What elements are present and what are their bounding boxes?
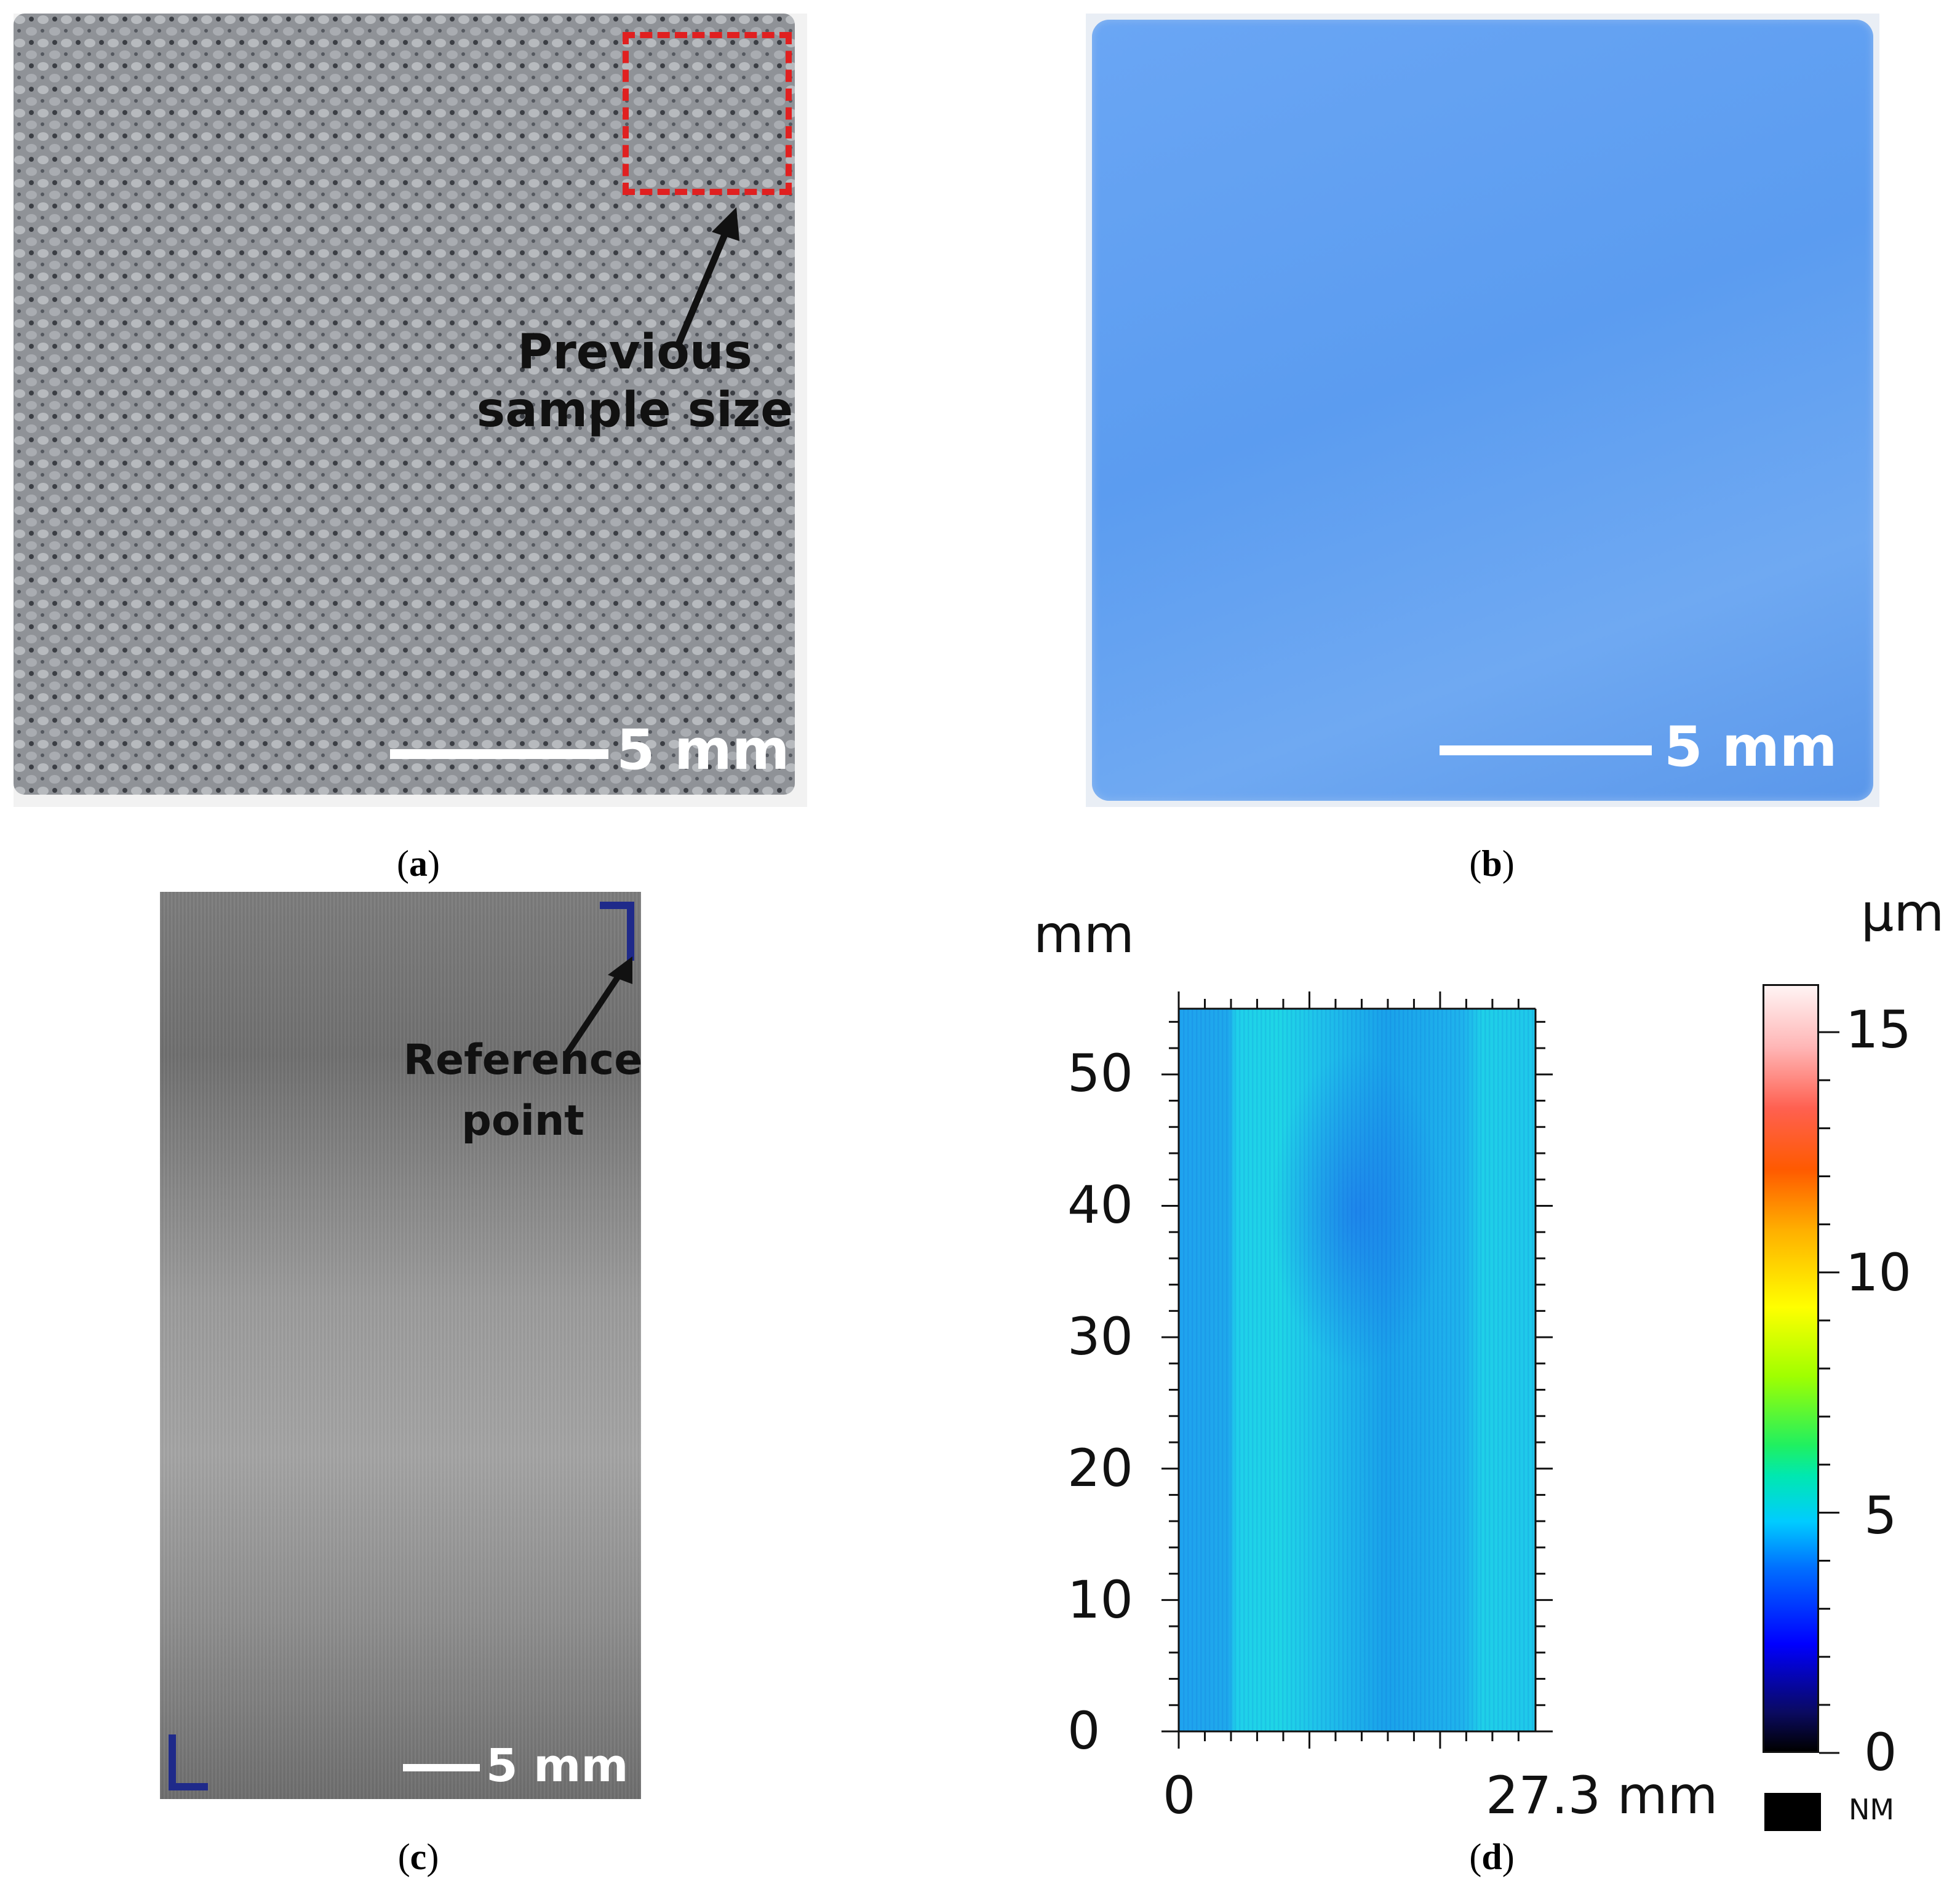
previous-sample-label: Previous sample size [476,325,794,438]
x-tick-label: 27.3 mm [1486,1765,1718,1826]
scale-label: 5 mm [486,1739,629,1792]
colorbar [1763,984,1819,1753]
fabric-sample-photo: Previous sample size 5 mm [14,14,807,807]
caption-b: (b) [1469,843,1515,884]
y-tick-label: 0 [1067,1701,1101,1761]
y-tick-label: 50 [1067,1043,1133,1103]
caption-c: (c) [397,1837,439,1877]
reference-point-label: Reference point [403,1036,641,1145]
reference-marker-icon [600,902,634,961]
scale-label: 5 mm [1664,715,1838,779]
previous-sample-box [623,32,792,195]
colorbar-tick-label: 15 [1846,999,1911,1060]
scale-bar [390,749,608,759]
scale-bar [1440,745,1652,755]
nm-label: NM [1849,1793,1895,1826]
colorbar-unit-label: µm [1861,883,1945,943]
y-tick-label: 30 [1067,1306,1133,1367]
scale-label: 5 mm [616,718,790,782]
metal-plate-photo: Reference point 5 mm [160,892,641,1799]
y-tick-label: 40 [1067,1175,1133,1235]
heatmap-image [1179,1009,1536,1731]
colorbar-ticks [1819,1031,1839,1754]
caption-d: (d) [1469,1837,1515,1877]
colorbar-tick-label: 10 [1846,1242,1911,1303]
arrow-icon [674,207,739,348]
scale-bar [403,1764,480,1771]
y-unit-label: mm [1034,904,1134,964]
colorbar-tick-label: 0 [1864,1722,1897,1782]
corner-marker-icon [169,1734,208,1790]
colorbar-tick-label: 5 [1864,1485,1897,1546]
nm-swatch [1764,1793,1821,1831]
x-tick-label: 0 [1163,1765,1196,1826]
arrow-icon [563,956,632,1057]
thermal-pad-photo: 5 mm [1086,14,1879,807]
y-tick-label: 10 [1067,1570,1133,1630]
y-tick-label: 20 [1067,1438,1133,1498]
caption-a: (a) [397,843,440,884]
